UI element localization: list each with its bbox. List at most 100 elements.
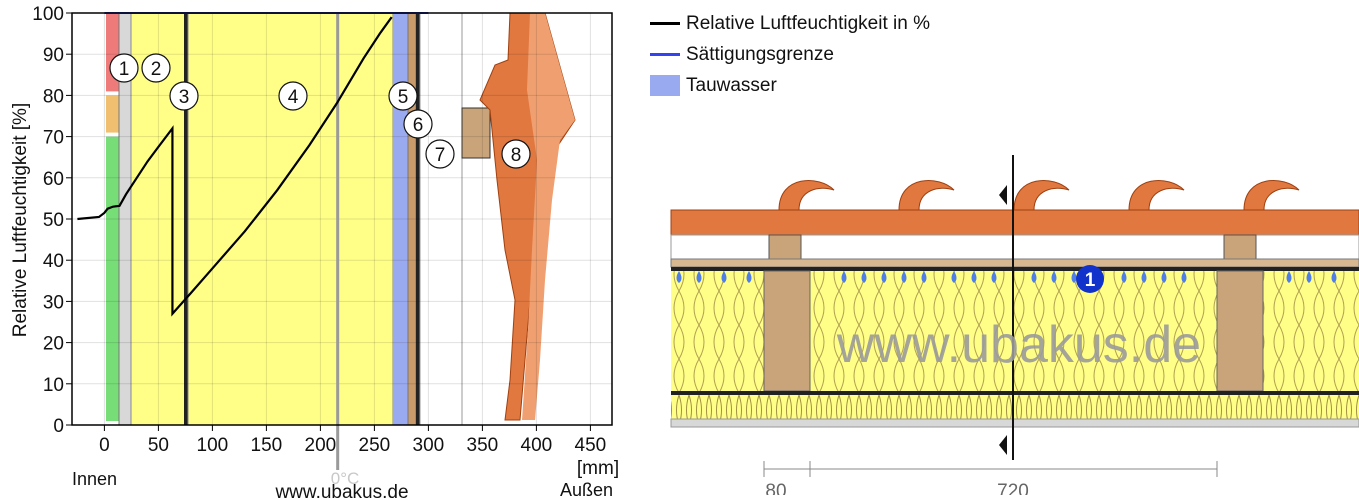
y-tick-label: 80 (43, 86, 64, 107)
condensation-drop-icon (1121, 271, 1127, 283)
layer-marker-label: 7 (435, 145, 446, 166)
layer-condensation (393, 13, 408, 425)
roof-section-view: 1 www.ubakus.de 80 720 (670, 155, 1359, 495)
condensation-drop-icon (676, 271, 682, 283)
humidity-band (106, 136, 119, 421)
y-tick-label: 40 (43, 251, 64, 272)
layer-batten (461, 107, 491, 159)
vapour-barrier (671, 391, 1359, 395)
legend-label-condensation: Tauwasser (686, 74, 777, 96)
condensation-drop-icon (1141, 271, 1147, 283)
detail-marker-badge (1076, 265, 1104, 293)
x-tick-label: 250 (359, 435, 391, 456)
layer-marker-circle (403, 109, 433, 139)
layer-marker-circle (501, 139, 531, 169)
condensation-drop-icon (901, 271, 907, 283)
condensation-drop-icon (1161, 271, 1167, 283)
y-tick-label: 50 (43, 210, 64, 231)
y-tick-label: 0 (53, 416, 64, 437)
condensation-drop-icon (1286, 271, 1292, 283)
x-axis: 0 50 100 150 200 250 300 350 400 450 (99, 425, 606, 456)
batten (1223, 234, 1257, 260)
condensation-drop-icon (841, 271, 847, 283)
x-tick-label: 450 (575, 435, 607, 456)
y-tick-label: 70 (43, 128, 64, 149)
condensation-drop-icon (1031, 271, 1037, 283)
condensation-drop-icon (1051, 271, 1057, 283)
layer-marker-label: 2 (151, 59, 162, 80)
dimension-80: 80 (765, 481, 786, 495)
layer-markers: 1 23 4 567 8 (109, 53, 531, 169)
legend-item-saturation: Sättigungsgrenze (650, 39, 930, 70)
condensation-drop-icon (1306, 271, 1312, 283)
legend-swatch-saturation (650, 53, 680, 56)
legend-item-humidity: Relative Luftfeuchtigkeit in % (650, 8, 930, 39)
condensation-drops (676, 271, 1337, 283)
inside-label: Innen (72, 469, 117, 489)
condensation-drop-icon (1181, 271, 1187, 283)
y-axis-label: Relative Luftfeuchtigkeit [%] (10, 103, 31, 337)
x-tick-label: 400 (521, 435, 553, 456)
layer-marker-label: 1 (119, 59, 130, 80)
legend-swatch-humidity (650, 22, 680, 25)
legend-item-condensation: Tauwasser (650, 70, 930, 101)
zero-celsius-label: 0°C (331, 469, 360, 488)
plasterboard (670, 418, 1359, 428)
condensation-drop-icon (721, 271, 727, 283)
layer-marker-circle (388, 81, 418, 111)
layer-marker-circle (425, 139, 455, 169)
humidity-chart: 1 23 4 567 8 0 10 20 30 40 50 60 70 80 90 100 0 50 100 15… (10, 4, 619, 500)
y-tick-label: 90 (43, 45, 64, 66)
layer-vapour-barrier (184, 13, 188, 425)
condensation-drop-icon (861, 271, 867, 283)
y-tick-label: 60 (43, 169, 64, 190)
x-tick-label: 300 (413, 435, 445, 456)
watermark-left: www.ubakus.de (274, 482, 408, 500)
detail-marker-label: 1 (1085, 270, 1096, 291)
legend: Relative Luftfeuchtigkeit in % Sättigung… (650, 8, 930, 101)
batten (768, 234, 802, 260)
outside-label: Außen (560, 480, 613, 500)
humidity-band (106, 95, 119, 133)
y-tick-label: 10 (43, 375, 64, 396)
layer-marker-label: 3 (179, 87, 190, 108)
x-tick-label: 0 (99, 435, 110, 456)
section-arrow-top (999, 185, 1007, 205)
dimension-720: 720 (997, 481, 1029, 495)
rafter (763, 270, 811, 392)
layer-membrane (416, 13, 420, 425)
layer-marker-circle (169, 81, 199, 111)
layer-marker-label: 6 (413, 115, 424, 136)
lower-insulation-pattern (671, 395, 1359, 419)
condensation-drop-icon (951, 271, 957, 283)
layer-marker-label: 8 (511, 145, 522, 166)
x-tick-label: 200 (305, 435, 337, 456)
x-tick-label: 350 (467, 435, 499, 456)
condensation-drop-icon (1331, 271, 1337, 283)
legend-label-saturation: Sättigungsgrenze (686, 43, 834, 65)
dimension-line (763, 461, 1218, 477)
layer-roof-tiles-light (522, 13, 575, 420)
y-axis: 0 10 20 30 40 50 60 70 80 90 100 (32, 4, 72, 437)
x-axis-unit: [mm] (577, 458, 619, 479)
roof-tiles (670, 179, 1359, 236)
layer-marker-circle (278, 81, 308, 111)
layer-marker-circle (109, 53, 139, 83)
y-tick-label: 30 (43, 292, 64, 313)
condensation-drop-icon (921, 271, 927, 283)
membrane (671, 267, 1359, 271)
layer-marker-label: 4 (288, 87, 299, 108)
section-arrow-bottom (999, 435, 1007, 455)
layer-marker-circle (141, 53, 171, 83)
x-tick-label: 100 (197, 435, 229, 456)
x-tick-label: 50 (148, 435, 169, 456)
condensation-drop-icon (881, 271, 887, 283)
y-tick-label: 20 (43, 334, 64, 355)
condensation-drop-icon (696, 271, 702, 283)
condensation-drop-icon (746, 271, 752, 283)
legend-swatch-condensation (650, 75, 680, 96)
legend-label-humidity: Relative Luftfeuchtigkeit in % (686, 12, 930, 34)
humidity-line (77, 16, 393, 317)
condensation-drop-icon (971, 271, 977, 283)
condensation-drop-icon (991, 271, 997, 283)
